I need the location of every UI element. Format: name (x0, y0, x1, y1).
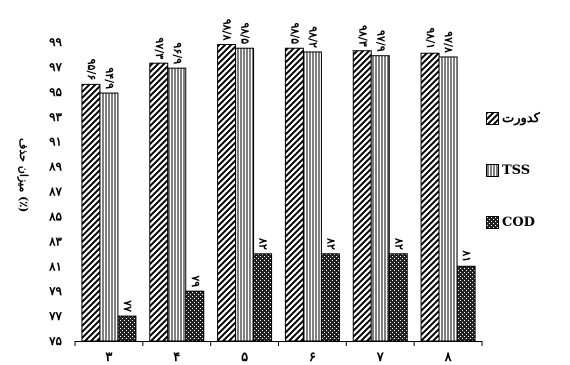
data-label-turbidity: ۹۸/۵ (288, 22, 301, 44)
data-label-cod: ۷۷ (121, 299, 134, 312)
bar-tss (438, 56, 458, 342)
bar-cod (456, 265, 476, 342)
data-label-tss: ۹۸/۲ (306, 26, 319, 48)
data-label-cod: ۸۲ (392, 237, 405, 250)
y-tick-label: ۷۹ (48, 284, 62, 298)
y-tick-label: ۹۹ (49, 35, 62, 49)
data-label-tss: ۹۸/۵ (239, 22, 252, 44)
bar-tss (235, 47, 255, 342)
dotted-pattern-swatch (486, 215, 499, 229)
x-tick-label: ۸ (444, 350, 453, 365)
y-axis: ۷۵ ۷۷ ۷۹ ۸۱ ۸۳ ۸۵ ۸۷ ۸۹ ۹۱ ۹۳ ۹۵ ۹۷ ۹۹ (48, 35, 62, 348)
data-label-cod: ۷۹ (189, 274, 202, 287)
diagonal-pattern-swatch (486, 111, 499, 125)
legend: کدورت TSS COD (486, 108, 570, 264)
y-tick-label: ۸۹ (48, 160, 62, 174)
bar-turbidity (81, 83, 101, 342)
y-tick-label: ۹۳ (49, 110, 62, 124)
bars-group (81, 43, 476, 342)
y-tick-label: ۹۵ (49, 85, 62, 99)
vertical-lines-pattern-swatch (486, 163, 499, 177)
x-tick-label: ۵ (241, 350, 248, 365)
y-tick-label: ۸۷ (48, 185, 62, 199)
x-tick-label: ۳ (105, 350, 112, 365)
x-axis: ۳ ۴ ۵ ۶ ۷ ۸ (74, 341, 483, 365)
bar-cod (388, 253, 408, 342)
data-label-tss: ۹۴/۹ (103, 67, 116, 89)
data-label-turbidity: ۹۷/۳ (153, 37, 166, 59)
x-tick-label: ۷ (376, 350, 385, 365)
bar-turbidity (352, 50, 372, 342)
data-label-cod: ۸۲ (324, 237, 337, 250)
legend-label-tss: TSS (502, 162, 531, 178)
x-tick-label: ۶ (309, 350, 316, 365)
y-tick-label: ۸۵ (48, 209, 62, 223)
bar-cod (117, 315, 137, 342)
bar-turbidity (420, 52, 440, 342)
x-tick-label: ۴ (173, 350, 180, 365)
bar-cod (320, 253, 340, 342)
legend-label-turbidity: کدورت (502, 110, 540, 126)
y-tick-label: ۸۳ (48, 234, 62, 248)
data-label-tss: ۹۷/۹ (374, 30, 387, 52)
legend-item-turbidity: کدورت (486, 108, 570, 128)
bar-turbidity (217, 43, 237, 342)
data-label-turbidity: ۹۸/۳ (356, 25, 369, 47)
data-label-tss: ۹۷/۸ (442, 31, 455, 53)
data-label-turbidity: ۹۸/۸ (221, 19, 234, 41)
y-tick-label: ۸۱ (48, 259, 62, 273)
y-axis-label: میزان حذف (٪) (17, 137, 30, 213)
bar-tss (167, 67, 187, 342)
data-label-turbidity: ۹۵/۶ (85, 59, 98, 81)
y-tick-label: ۷۷ (48, 309, 62, 323)
data-labels-group: ۹۵/۶ ۹۴/۹ ۷۷ ۹۷/۳ ۹۶/۹ ۷۹ ۹۸/۸ ۹۸/۵ ۸۲ ۹۸/۵ ۹۸/۲ ۸۲… (85, 19, 473, 312)
y-tick-label: ۹۷ (49, 60, 62, 74)
bar-cod (253, 253, 273, 342)
bar-turbidity (149, 62, 169, 342)
data-label-turbidity: ۹۸/۱ (424, 27, 437, 49)
data-label-cod: ۸۲ (257, 237, 270, 250)
legend-label-cod: COD (502, 214, 535, 230)
legend-item-tss: TSS (486, 160, 570, 180)
bar-turbidity (284, 47, 304, 342)
y-tick-label: ۷۵ (48, 334, 62, 348)
bar-cod (185, 290, 205, 342)
bar-tss (370, 55, 390, 342)
bar-tss (302, 51, 322, 342)
data-label-tss: ۹۶/۹ (171, 42, 184, 64)
bar-tss (99, 92, 119, 342)
data-label-cod: ۸۱ (460, 249, 473, 262)
y-tick-label: ۹۱ (49, 135, 62, 149)
legend-item-cod: COD (486, 212, 570, 232)
